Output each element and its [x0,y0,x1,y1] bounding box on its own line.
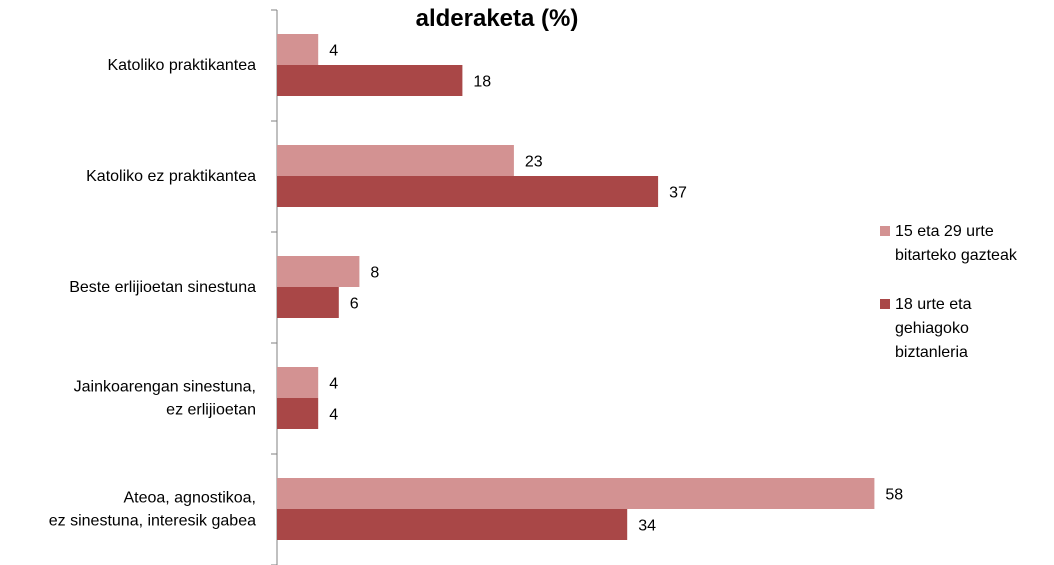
bar [277,145,514,176]
legend-label: 18 urte eta gehiagoko biztanleria [895,296,972,361]
chart-title: alderaketa (%) [416,5,579,32]
data-label: 8 [370,265,379,282]
data-label: 37 [669,185,687,202]
category-label: Ateoa, agnostikoa, ez sinestuna, interesi… [49,490,256,530]
data-label: 4 [329,407,338,424]
legend: 15 eta 29 urte bitarteko gazteak 18 urte e… [880,223,1018,361]
plot-area: Katoliko praktikantea Katoliko ez praktik… [49,9,903,565]
category-label: Katoliko praktikantea [107,57,256,74]
bar [277,367,319,398]
data-label: 4 [329,43,338,60]
legend-label: 15 eta 29 urte bitarteko gazteak [895,223,1018,264]
bar [277,256,360,287]
bar [277,176,659,207]
category-label: Beste erlijioetan sinestuna [69,279,256,296]
data-label: 34 [638,518,656,535]
data-label: 4 [329,376,338,393]
data-label: 18 [473,74,491,91]
data-label: 6 [350,296,359,313]
data-label: 58 [885,487,903,504]
legend-swatch [880,226,890,236]
bar [277,478,875,509]
bar [277,398,319,429]
bar [277,34,319,65]
category-label: Jainkoarengan sinestuna, ez erlijioetan [74,379,256,419]
bar [277,65,463,96]
category-label: Katoliko ez praktikantea [86,168,256,185]
bar [277,287,339,318]
data-label: 23 [525,154,543,171]
bar [277,509,628,540]
legend-swatch [880,299,890,309]
